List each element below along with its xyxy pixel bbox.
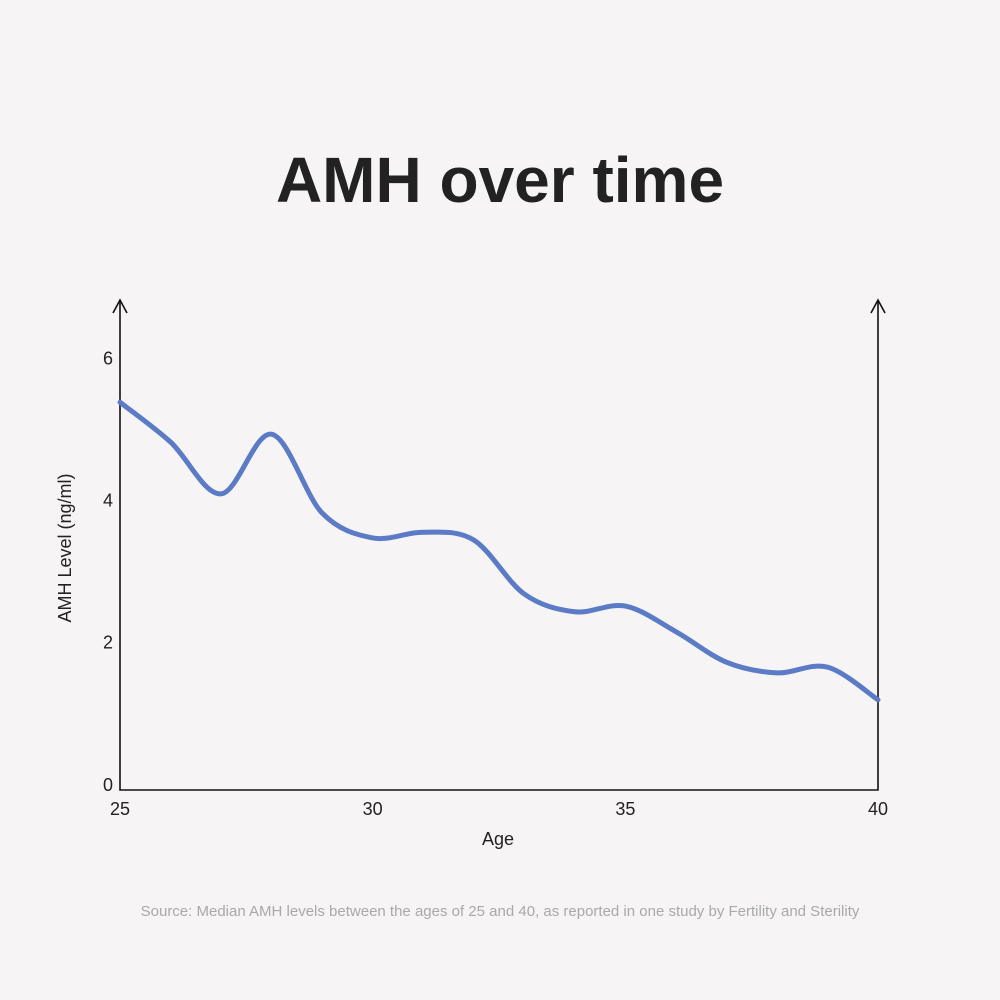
chart-title: AMH over time (276, 144, 724, 216)
source-note: Source: Median AMH levels between the ag… (141, 903, 860, 920)
y-axis-label: AMH Level (ng/ml) (55, 473, 75, 622)
data-line (117, 399, 881, 703)
y-tick-label: 2 (103, 633, 113, 653)
axis-frame (119, 300, 879, 791)
x-tick-label: 35 (615, 799, 635, 819)
x-axis-label: Age (482, 829, 514, 849)
x-tick-label: 30 (363, 799, 383, 819)
x-tick-label: 25 (110, 799, 130, 819)
axis-arrows (112, 298, 886, 314)
y-tick-label: 4 (103, 491, 113, 511)
y-tick-label: 0 (103, 775, 113, 795)
y-tick-label: 6 (103, 349, 113, 369)
x-tick-label: 40 (868, 799, 888, 819)
